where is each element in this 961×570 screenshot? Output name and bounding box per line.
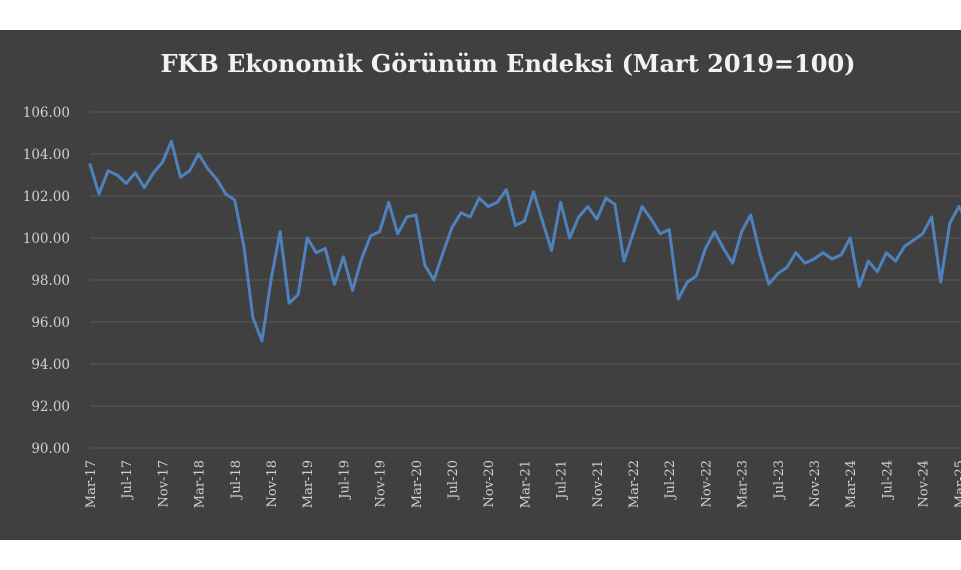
x-tick-label: Mar-24: [844, 460, 859, 508]
x-tick-label: Nov-23: [808, 460, 823, 507]
x-tick-label: Jul-19: [337, 460, 352, 501]
x-tick-label: Nov-22: [699, 460, 714, 507]
gridlines: [90, 111, 961, 449]
x-tick-label: Nov-21: [591, 460, 606, 507]
y-tick-label: 104.00: [23, 147, 70, 163]
x-tick-label: Nov-17: [156, 460, 171, 507]
x-tick-label: Mar-18: [193, 460, 208, 508]
chart-title: FKB Ekonomik Görünüm Endeksi (Mart 2019=…: [161, 49, 856, 78]
y-tick-label: 98.00: [31, 273, 70, 289]
x-tick-label: Jul-24: [880, 460, 895, 501]
x-tick-label: Nov-24: [917, 460, 932, 507]
line-chart: FKB Ekonomik Görünüm Endeksi (Mart 2019=…: [23, 49, 961, 508]
x-tick-label: Jul-20: [446, 460, 461, 501]
x-tick-label: Mar-25: [953, 460, 961, 508]
x-tick-label: Nov-18: [265, 460, 280, 507]
y-tick-label: 90.00: [31, 441, 70, 457]
x-tick-label: Jul-18: [229, 460, 244, 501]
chart-panel: FKB Ekonomik Görünüm Endeksi (Mart 2019=…: [0, 30, 961, 540]
x-tick-label: Jul-17: [120, 460, 135, 501]
y-tick-label: 94.00: [31, 357, 70, 373]
x-tick-label: Jul-21: [555, 460, 570, 501]
x-tick-label: Mar-17: [84, 460, 99, 508]
x-tick-label: Jul-23: [772, 460, 787, 501]
y-tick-label: 102.00: [23, 189, 70, 205]
y-tick-label: 100.00: [23, 231, 70, 247]
x-tick-label: Mar-23: [736, 460, 751, 508]
y-tick-label: 106.00: [23, 105, 70, 121]
x-tick-label: Mar-19: [301, 460, 316, 508]
series-layer: [88, 139, 961, 343]
x-axis-ticks: Mar-17 Jul-17 Nov-17 Mar-18 Jul-18 Nov-18 Mar-…: [84, 460, 961, 508]
series-line: [88, 139, 961, 343]
x-tick-label: Jul-22: [663, 460, 678, 501]
x-tick-label: Mar-21: [518, 460, 533, 508]
x-tick-label: Nov-20: [482, 460, 497, 507]
y-tick-label: 92.00: [31, 399, 70, 415]
y-tick-label: 96.00: [31, 315, 70, 331]
x-tick-label: Nov-19: [374, 460, 389, 507]
x-tick-label: Mar-20: [410, 460, 425, 508]
y-axis-ticks: 106.00 104.00 102.00 100.00 98.00 96.00 94.00 9…: [23, 105, 70, 457]
x-tick-label: Mar-22: [627, 460, 642, 508]
